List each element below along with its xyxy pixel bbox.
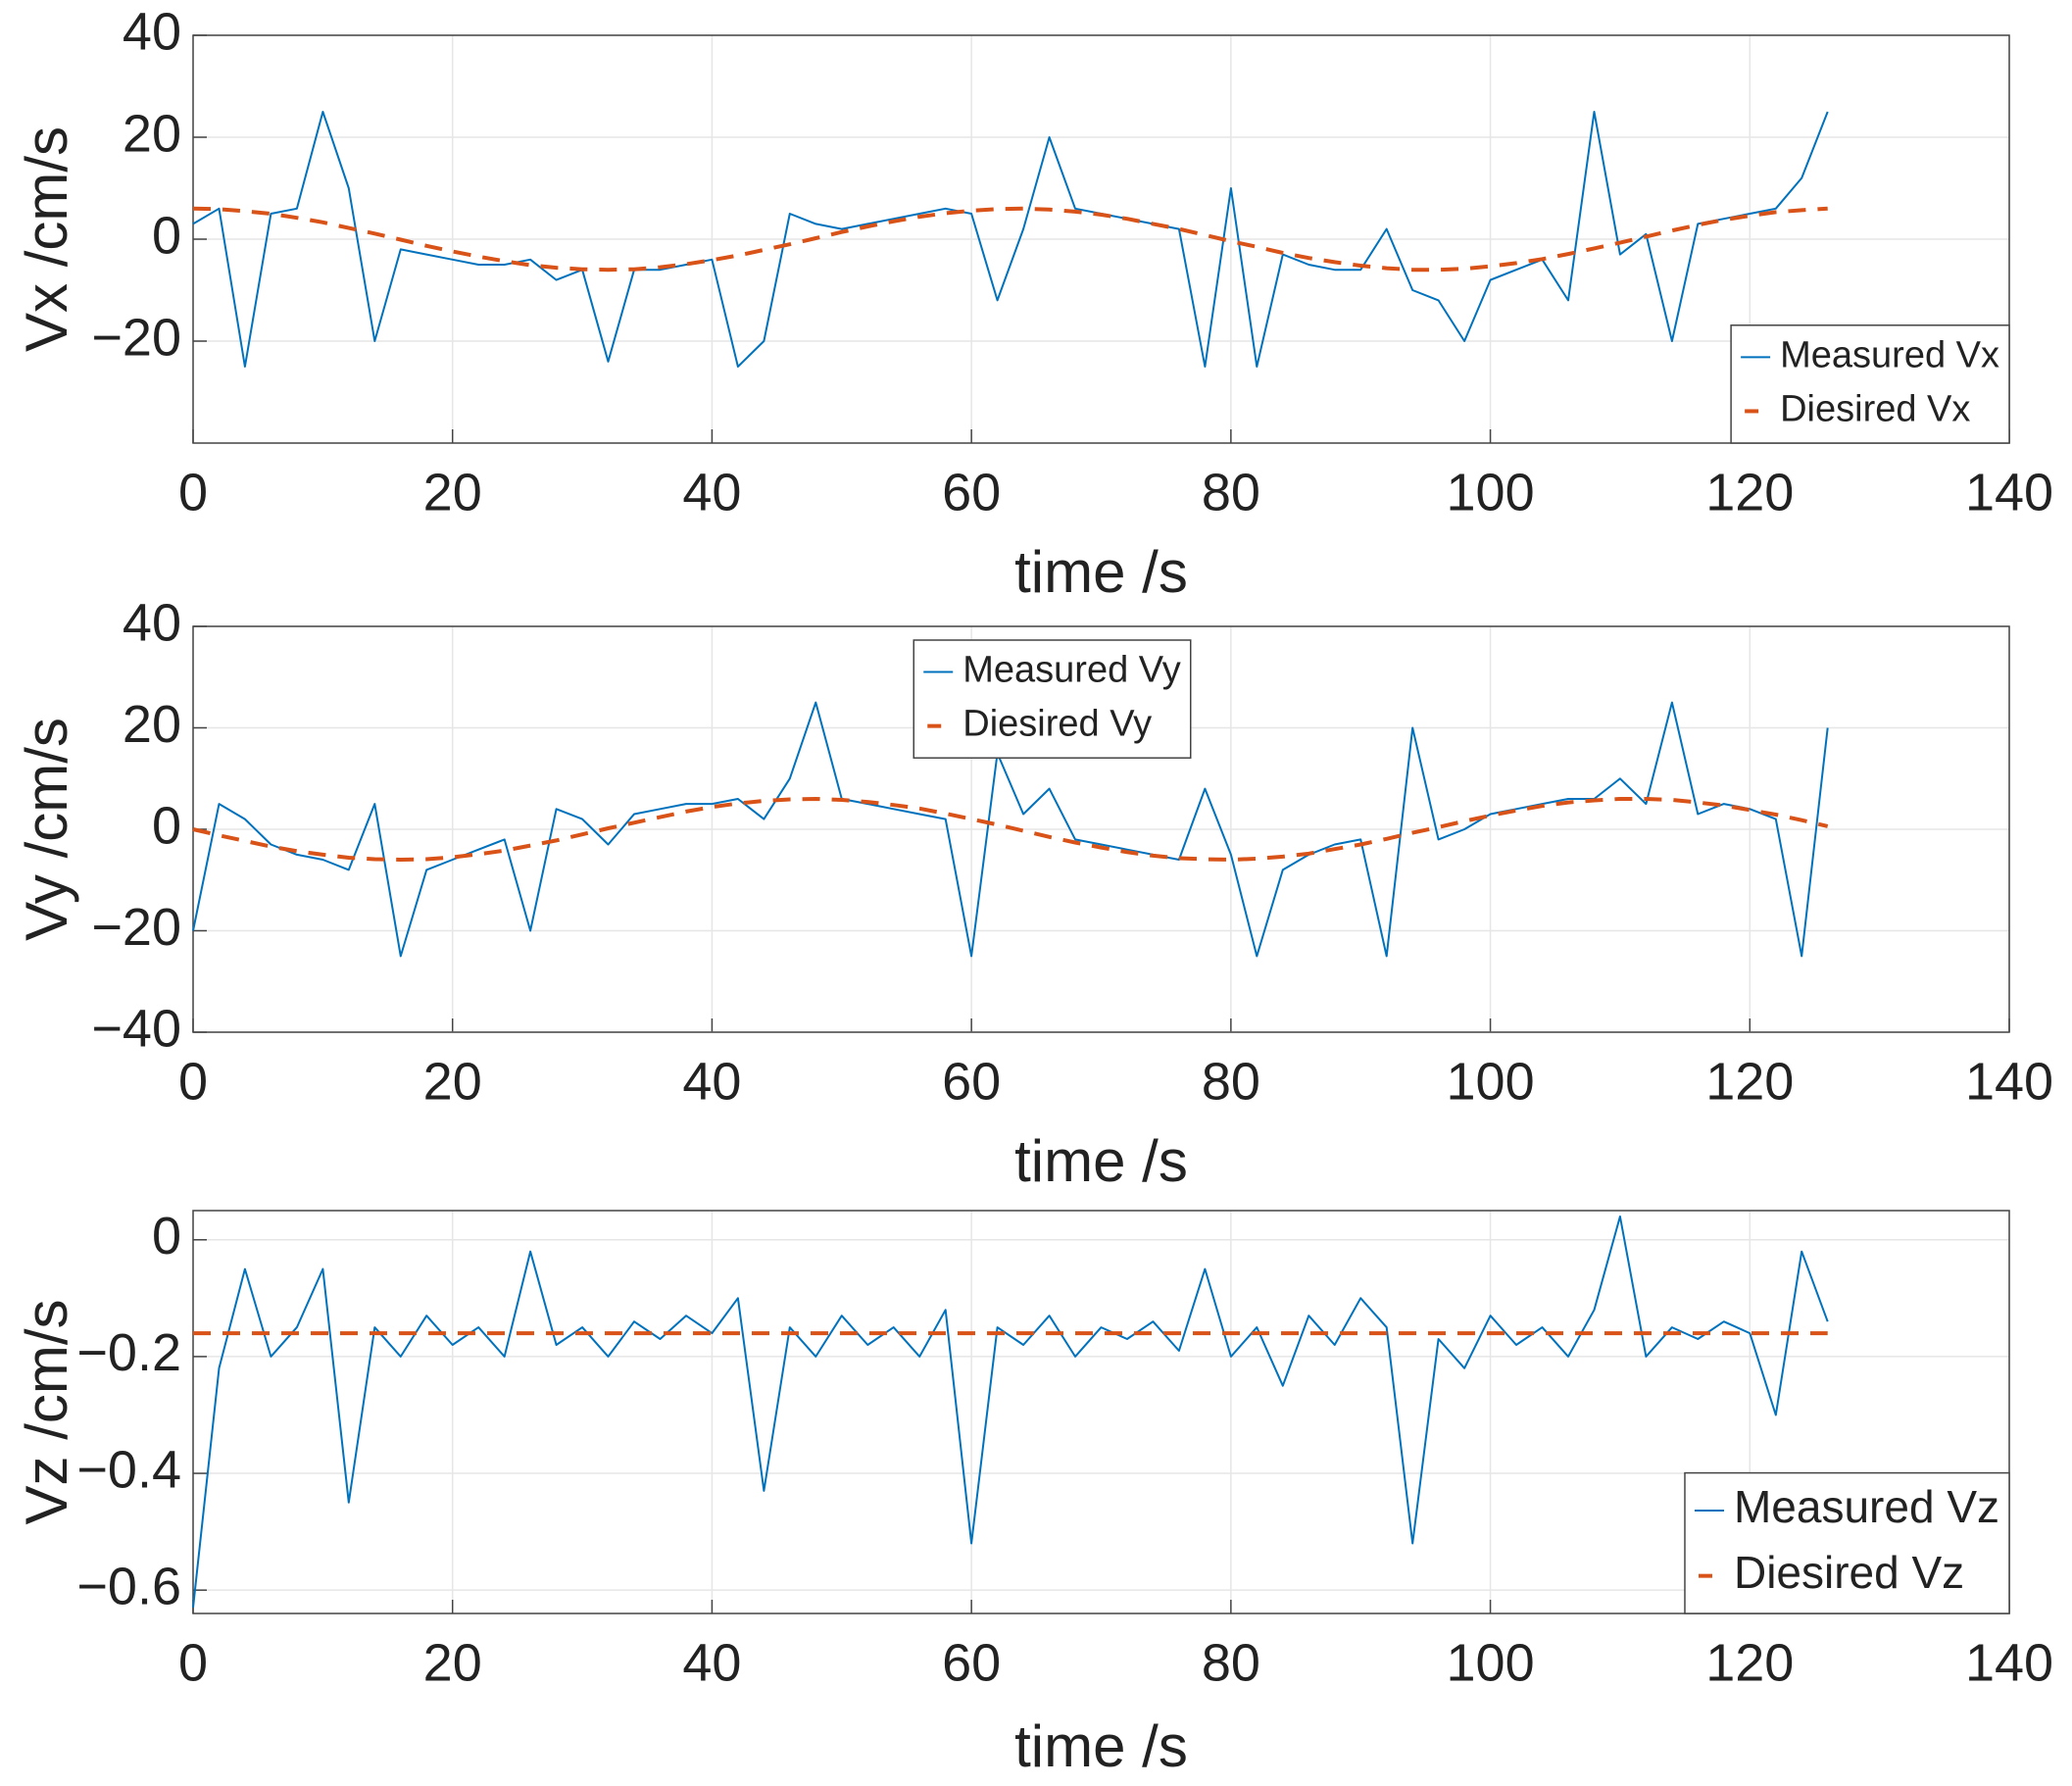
x-tick-label: 120 xyxy=(1705,1052,1794,1111)
y-tick-label: −20 xyxy=(91,898,181,957)
x-tick-label: 80 xyxy=(1202,1052,1260,1111)
x-tick-label: 100 xyxy=(1447,1052,1535,1111)
x-tick-label: 60 xyxy=(942,1052,1001,1111)
x-tick-label: 40 xyxy=(682,1633,741,1692)
y-tick-label: −0.6 xyxy=(76,1557,181,1615)
x-tick-label: 140 xyxy=(1965,463,2053,521)
x-tick-label: 0 xyxy=(178,1633,208,1692)
x-tick-label: 0 xyxy=(178,463,208,521)
x-tick-label: 40 xyxy=(682,1052,741,1111)
x-axis-label: time /s xyxy=(1014,1128,1188,1194)
series-line xyxy=(192,1215,1829,1609)
x-axis-label: time /s xyxy=(1014,1713,1188,1779)
x-axis-label: time /s xyxy=(1014,539,1188,605)
subplot: 0 20 40 60 80 100 120 140 −0.6 −0.4 −0.2 0 time /s Vz… xyxy=(14,1207,2053,1779)
x-tick-label: 60 xyxy=(942,463,1001,521)
y-tick-label: 40 xyxy=(123,2,181,61)
x-tick-label: 0 xyxy=(178,1052,208,1111)
x-tick-label: 100 xyxy=(1447,1633,1535,1692)
legend: Measured Vz Diesired Vz xyxy=(1684,1471,2010,1614)
x-tick-label: 20 xyxy=(423,1633,482,1692)
legend: Measured Vy Diesired Vy xyxy=(913,639,1192,759)
x-tick-label: 40 xyxy=(682,463,741,521)
y-tick-label: −0.2 xyxy=(76,1323,181,1382)
y-tick-label: −0.4 xyxy=(76,1440,181,1499)
axes-frame xyxy=(192,34,2010,444)
y-axis-label: Vx /cm/s xyxy=(14,126,79,352)
y-tick-label: 0 xyxy=(152,796,181,855)
legend: Measured Vx Diesired Vx xyxy=(1730,324,2010,444)
subplot: 0 20 40 60 80 100 120 140 −40 −20 0 20 40 time /s Vy /… xyxy=(14,593,2053,1194)
legend-label: Measured Vz xyxy=(1734,1481,1999,1532)
y-tick-label: 20 xyxy=(123,104,181,163)
y-axis-label: Vz /cm/s xyxy=(14,1299,79,1524)
y-tick-label: 0 xyxy=(152,1207,181,1265)
y-tick-label: 0 xyxy=(152,206,181,265)
legend-box xyxy=(1684,1471,2010,1614)
legend-label: Diesired Vy xyxy=(962,704,1152,745)
legend-label: Measured Vy xyxy=(962,650,1180,691)
x-tick-label: 60 xyxy=(942,1633,1001,1692)
y-tick-label: 40 xyxy=(123,593,181,652)
x-tick-label: 20 xyxy=(423,463,482,521)
x-tick-label: 80 xyxy=(1202,463,1260,521)
x-tick-label: 140 xyxy=(1965,1633,2053,1692)
legend-label: Diesired Vx xyxy=(1780,388,1970,429)
x-tick-label: 80 xyxy=(1202,1633,1260,1692)
y-axis-label: Vy /cm/s xyxy=(14,718,79,941)
x-tick-label: 20 xyxy=(423,1052,482,1111)
x-tick-label: 100 xyxy=(1447,463,1535,521)
axes-frame xyxy=(192,1210,2010,1614)
subplot: 0 20 40 60 80 100 120 140 −20 0 20 40 time /s Vx /cm/… xyxy=(14,2,2053,605)
y-tick-label: 20 xyxy=(123,695,181,754)
x-tick-label: 120 xyxy=(1705,1633,1794,1692)
series-line xyxy=(192,797,1829,862)
y-tick-label: −20 xyxy=(91,308,181,367)
y-tick-label: −40 xyxy=(91,999,181,1058)
legend-box xyxy=(1730,324,2010,444)
x-tick-label: 140 xyxy=(1965,1052,2053,1111)
series-line xyxy=(192,111,1829,368)
legend-label: Measured Vx xyxy=(1780,334,1999,375)
legend-label: Diesired Vz xyxy=(1734,1547,1964,1598)
legend-box xyxy=(913,639,1192,759)
x-tick-label: 120 xyxy=(1705,463,1794,521)
series-line xyxy=(192,206,1828,273)
